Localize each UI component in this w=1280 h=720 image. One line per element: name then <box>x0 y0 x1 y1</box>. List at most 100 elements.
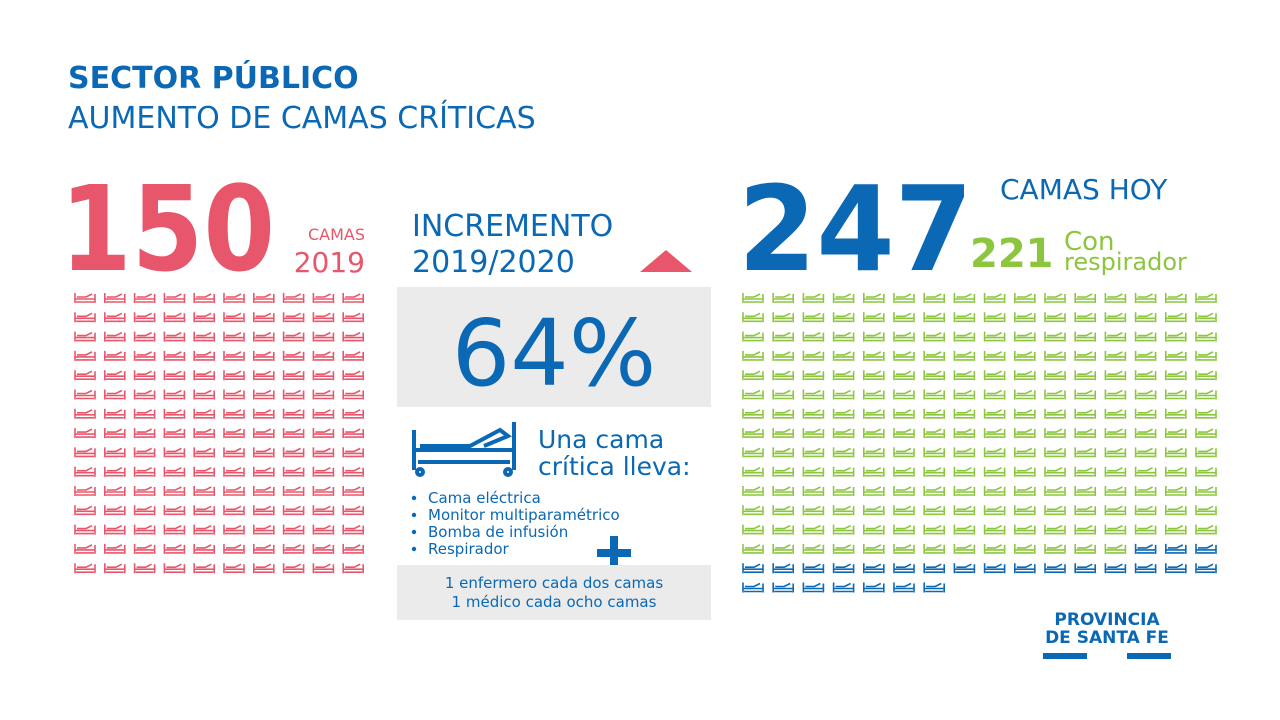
bed-icon <box>342 466 364 477</box>
title: SECTOR PÚBLICO <box>68 59 359 96</box>
requirements-title: crítica lleva: <box>538 452 691 481</box>
bed-icon <box>1074 543 1096 554</box>
bed-icon <box>983 331 1006 342</box>
bed-icon <box>253 408 275 419</box>
bed-icon <box>893 486 915 496</box>
bed-icon <box>104 389 126 400</box>
bed-icon <box>133 312 156 323</box>
bed-icon <box>802 331 825 342</box>
bed-icon <box>1014 524 1036 535</box>
bed-icon <box>1104 543 1127 554</box>
bed-icon <box>742 563 764 574</box>
bed-icon <box>282 447 305 458</box>
bed-icon <box>983 543 1006 554</box>
bed-icon <box>104 428 126 439</box>
bed-icon <box>282 524 305 535</box>
bed-icon <box>342 350 364 361</box>
bed-icon <box>1165 389 1187 400</box>
bed-icon <box>1014 563 1036 574</box>
bed-icon <box>772 486 794 496</box>
bed-icon <box>253 447 275 458</box>
bed-icon <box>1074 331 1096 342</box>
bed-icon <box>742 293 764 303</box>
bed-icon <box>1104 331 1127 342</box>
bed-icon <box>893 350 915 361</box>
bed-icon <box>133 505 156 516</box>
bed-icon <box>1134 543 1157 554</box>
bed-icon <box>282 389 305 400</box>
bed-icon <box>223 370 245 381</box>
bed-icon <box>802 312 825 323</box>
bed-icon <box>342 293 364 303</box>
bed-icon <box>1044 350 1066 361</box>
bed-icon <box>923 389 945 400</box>
before-value: 150 <box>60 160 275 298</box>
bed-icon <box>1195 370 1217 381</box>
respirator-value: 221 <box>970 231 1054 277</box>
bed-icon <box>923 505 945 516</box>
bed-icon <box>1134 563 1157 574</box>
bullet <box>411 495 417 501</box>
bed-icon <box>893 466 915 477</box>
bed-icon <box>1134 408 1157 419</box>
bed-icon <box>1014 486 1036 496</box>
bed-icon <box>133 350 156 361</box>
bed-icon <box>1074 293 1096 303</box>
bed-icon <box>163 466 186 477</box>
bed-icon <box>104 543 126 554</box>
bed-icon <box>1014 428 1036 439</box>
bed-icon <box>163 486 186 496</box>
requirement-item: Bomba de infusión <box>428 523 568 541</box>
bed-icon <box>953 543 976 554</box>
bed-icon <box>863 582 885 593</box>
bed-icon <box>1014 543 1036 554</box>
bed-icon <box>1134 428 1157 439</box>
bed-icon <box>163 543 186 554</box>
bed-icon <box>1074 428 1096 439</box>
bed-icon <box>953 331 976 342</box>
bed-icon <box>253 486 275 496</box>
bed-icon <box>133 524 156 535</box>
bed-icon <box>163 389 186 400</box>
bed-icon <box>1014 370 1036 381</box>
bed-icon <box>312 370 335 381</box>
bed-icon <box>342 312 364 323</box>
bed-icon <box>312 563 335 574</box>
bed-icon <box>1195 389 1217 400</box>
bed-icon <box>832 428 855 439</box>
bed-icon <box>772 293 794 303</box>
bed-icon <box>1104 563 1127 574</box>
bed-icon <box>282 312 305 323</box>
bed-icon <box>1134 312 1157 323</box>
bed-icon <box>1044 428 1066 439</box>
bed-icon <box>282 563 305 574</box>
bed-icon <box>1044 370 1066 381</box>
bed-icon <box>312 505 335 516</box>
bed-icon <box>893 447 915 458</box>
bed-icon <box>253 524 275 535</box>
bed-icon <box>74 505 96 516</box>
bed-icon <box>772 466 794 477</box>
bed-icon <box>133 331 156 342</box>
requirement-item: Cama eléctrica <box>428 489 541 507</box>
bed-icon <box>1165 505 1187 516</box>
bed-icon <box>802 524 825 535</box>
bed-icon <box>923 312 945 323</box>
bed-icon <box>74 370 96 381</box>
bed-icon <box>74 408 96 419</box>
bed-icon <box>832 312 855 323</box>
bed-icon <box>1104 293 1127 303</box>
bed-icon <box>1165 524 1187 535</box>
bed-icon <box>802 428 825 439</box>
bed-icon <box>1074 370 1096 381</box>
bed-icon <box>742 447 764 458</box>
bed-icon <box>1044 524 1066 535</box>
bed-icon <box>742 582 764 593</box>
bed-icon <box>1165 543 1187 554</box>
bed-icon <box>1104 370 1127 381</box>
bed-icon <box>133 408 156 419</box>
bed-icon <box>1195 350 1217 361</box>
bed-icon <box>163 370 186 381</box>
bed-icon <box>133 486 156 496</box>
